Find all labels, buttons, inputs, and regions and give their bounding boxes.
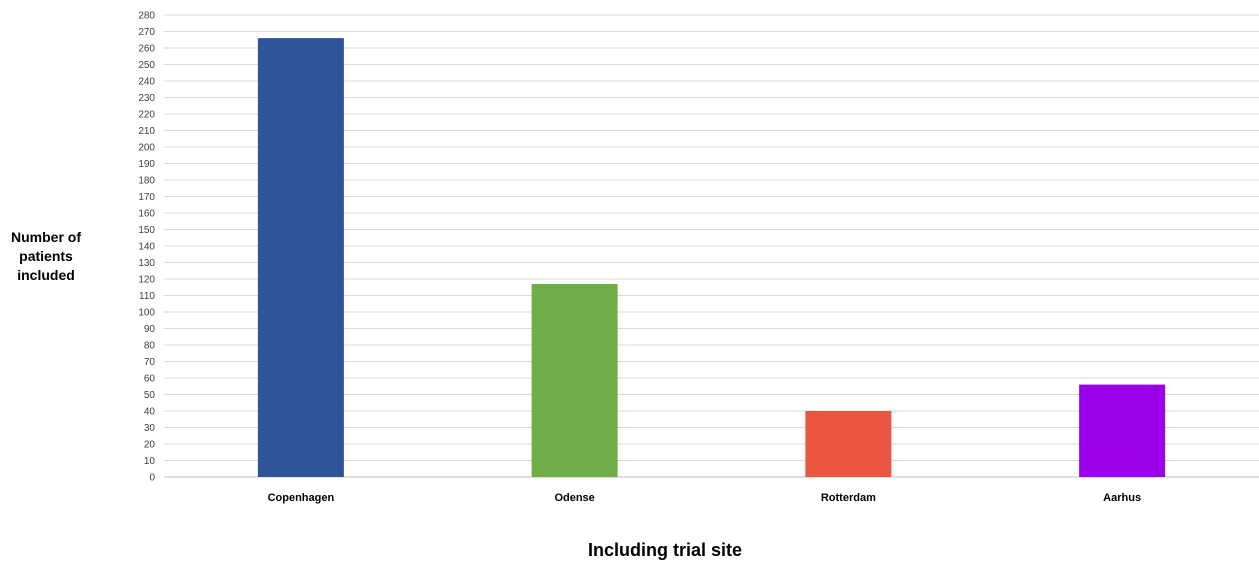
y-tick-label: 180 [138, 176, 155, 187]
y-tick-label: 20 [144, 440, 156, 451]
y-tick-label: 40 [144, 407, 156, 418]
y-tick-label: 0 [149, 473, 155, 484]
y-tick-label: 260 [138, 44, 155, 55]
y-tick-label: 250 [138, 60, 155, 71]
bar-odense [531, 283, 618, 477]
y-tick-label: 170 [138, 192, 155, 203]
y-tick-label: 240 [138, 77, 155, 88]
x-tick-label: Aarhus [1103, 492, 1141, 504]
y-tick-label: 70 [144, 357, 156, 368]
y-tick-label: 190 [138, 159, 155, 170]
y-tick-label: 60 [144, 374, 156, 385]
y-tick-label: 30 [144, 423, 156, 434]
bar-copenhagen [257, 38, 344, 477]
y-tick-label: 130 [138, 258, 155, 269]
y-tick-label: 10 [144, 456, 156, 467]
y-tick-label: 150 [138, 225, 155, 236]
y-axis-title-line-1: Number of [11, 229, 81, 245]
bar-aarhus [1079, 384, 1166, 477]
y-tick-label: 120 [138, 275, 155, 286]
x-tick-label: Rotterdam [821, 492, 876, 504]
y-tick-label: 100 [138, 308, 155, 319]
bars [257, 38, 1166, 477]
y-tick-label: 160 [138, 209, 155, 220]
y-tick-label: 210 [138, 126, 155, 137]
y-tick-label: 280 [138, 11, 155, 22]
x-axis-title: Including trial site [587, 540, 743, 560]
y-axis-title-line-2: patients [19, 248, 73, 264]
y-tick-label: 80 [144, 341, 156, 352]
y-tick-label: 110 [139, 291, 155, 302]
y-tick-label: 220 [138, 110, 155, 121]
y-axis-title: Number of patients included [0, 228, 92, 285]
y-tick-label: 230 [138, 93, 155, 104]
y-axis-title-line-3: included [17, 267, 75, 283]
y-axis-ticks: 0 10 20 30 40 50 60 70 80 90 100 110 120 130 140 150 160… [138, 11, 155, 484]
gridlines [164, 14, 1259, 478]
y-tick-label: 270 [138, 27, 155, 38]
x-tick-label: Copenhagen [268, 492, 335, 504]
bar-rotterdam [805, 411, 892, 477]
x-tick-label: Odense [554, 492, 594, 504]
y-tick-label: 140 [138, 242, 155, 253]
y-tick-label: 50 [144, 390, 156, 401]
x-axis-ticks: Copenhagen Odense Rotterdam Aarhus [268, 492, 1142, 504]
y-tick-label: 90 [144, 324, 156, 335]
y-tick-label: 200 [138, 143, 155, 154]
